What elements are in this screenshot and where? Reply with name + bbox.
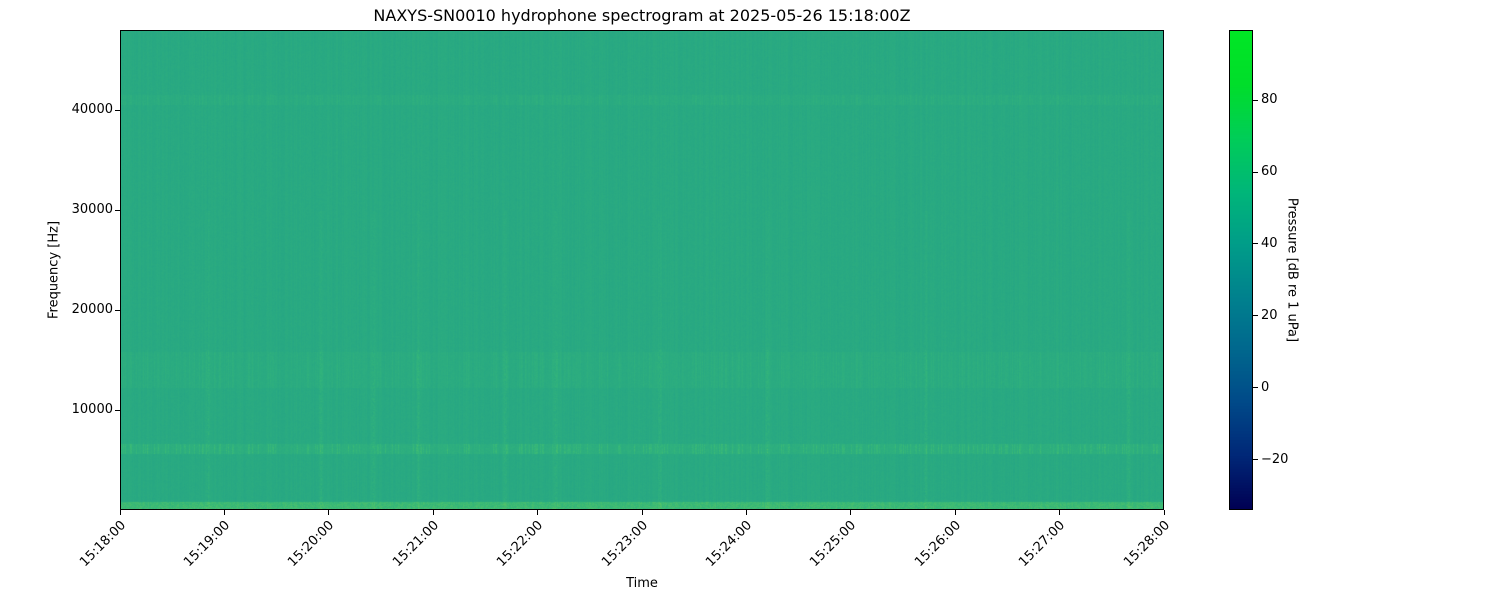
chart-title: NAXYS-SN0010 hydrophone spectrogram at 2… [373,6,911,25]
x-tick-label: 15:24:00 [703,518,756,570]
colorbar-tick-label: 60 [1261,164,1278,180]
colorbar-tick-label: 20 [1261,307,1278,323]
x-tick-label: 15:19:00 [181,518,234,570]
spectrogram-heatmap [121,31,1163,509]
colorbar-tick-label: 80 [1261,92,1278,108]
colorbar-tick-label: 0 [1261,379,1270,395]
y-tick-label: 10000 [71,402,113,417]
x-tick-mark [432,510,434,515]
y-tick-label: 30000 [71,202,113,217]
x-tick-label: 15:22:00 [494,518,547,570]
colorbar-tick-label: −20 [1261,451,1289,467]
x-tick-mark [1059,510,1061,515]
x-tick-label: 15:26:00 [911,518,964,570]
colorbar-tick-mark [1253,459,1258,461]
y-tick-mark [115,109,120,111]
y-tick-mark [115,309,120,311]
x-tick-mark [641,510,643,515]
x-tick-mark [850,510,852,515]
x-tick-mark [537,510,539,515]
colorbar-tick-label: 40 [1261,235,1278,251]
colorbar-label: Pressure [dB re 1 uPa] [1284,197,1300,343]
y-tick-mark [115,409,120,411]
colorbar-tick-mark [1253,315,1258,317]
x-tick-label: 15:25:00 [807,518,860,570]
x-tick-label: 15:20:00 [285,518,338,570]
x-axis-label: Time [626,576,658,591]
x-tick-mark [119,510,121,515]
y-tick-label: 40000 [71,102,113,117]
x-tick-mark [745,510,747,515]
x-tick-label: 15:28:00 [1120,518,1173,570]
x-tick-label: 15:21:00 [389,518,442,570]
x-tick-mark [223,510,225,515]
x-tick-mark [328,510,330,515]
colorbar-gradient [1230,31,1252,509]
colorbar-tick-mark [1253,387,1258,389]
x-tick-mark [954,510,956,515]
y-tick-label: 20000 [71,302,113,317]
colorbar [1229,30,1253,510]
y-tick-mark [115,209,120,211]
x-tick-label: 15:23:00 [598,518,651,570]
x-tick-label: 15:27:00 [1016,518,1069,570]
colorbar-tick-mark [1253,243,1258,245]
x-tick-label: 15:18:00 [76,518,129,570]
x-tick-mark [1163,510,1165,515]
colorbar-tick-mark [1253,171,1258,173]
spectrogram-plot-area [120,30,1164,510]
colorbar-tick-mark [1253,99,1258,101]
